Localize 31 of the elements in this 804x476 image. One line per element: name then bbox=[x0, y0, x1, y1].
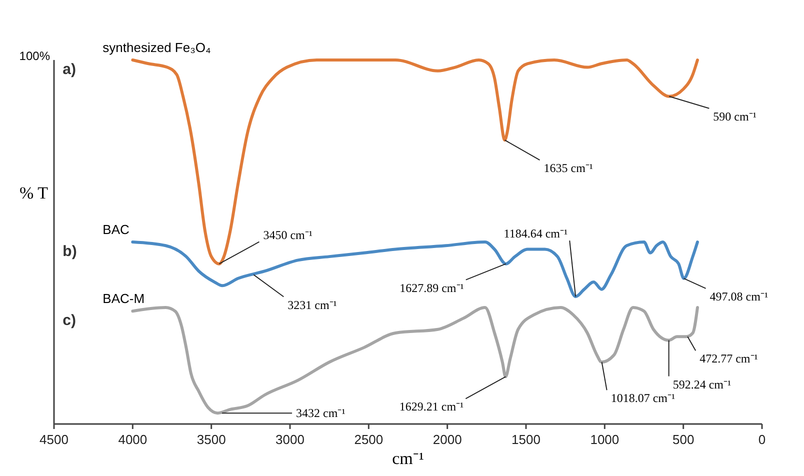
x-tick-label: 500 bbox=[672, 432, 694, 447]
annotation: 1629.21 cm⁻¹ bbox=[399, 400, 464, 414]
annotation: 1184.64 cm⁻¹ bbox=[504, 226, 568, 241]
series-label: synthesized Fe₃O₄ bbox=[102, 40, 211, 55]
series-label: BAC-M bbox=[102, 291, 145, 306]
x-tick-label: 0 bbox=[758, 432, 766, 447]
x-axis-title: cm⁻¹ bbox=[392, 449, 424, 468]
x-tick-label: 3500 bbox=[196, 432, 226, 447]
x-tick-label: 3000 bbox=[276, 432, 304, 447]
annotation: 1635 cm⁻¹ bbox=[544, 161, 594, 176]
x-tick-label: 4000 bbox=[118, 432, 148, 447]
annotation: 590 cm⁻¹ bbox=[713, 109, 757, 124]
annotation: a) bbox=[62, 61, 76, 78]
series-label: BAC bbox=[102, 222, 130, 237]
x-tick-label: 2000 bbox=[432, 432, 462, 447]
annotation: 3231 cm⁻¹ bbox=[288, 298, 338, 312]
annotation: b) bbox=[62, 243, 77, 260]
annotation: 592.24 cm⁻¹ bbox=[672, 377, 732, 392]
annotation: 472.77 cm⁻¹ bbox=[700, 352, 758, 366]
x-tick-label: 1500 bbox=[512, 432, 540, 447]
text: 100% bbox=[19, 49, 50, 63]
annotation: c) bbox=[62, 312, 76, 330]
y-axis-title: % T bbox=[20, 183, 49, 202]
x-tick-label: 4500 bbox=[40, 432, 68, 447]
annotation: 497.08 cm⁻¹ bbox=[710, 289, 768, 304]
annotation: 1018.07 cm⁻¹ bbox=[610, 391, 676, 406]
x-tick-label: 2500 bbox=[354, 432, 384, 447]
x-tick-label: 1000 bbox=[590, 432, 620, 447]
annotation: 3450 cm⁻¹ bbox=[263, 228, 313, 242]
annotation: 3432 cm⁻¹ bbox=[296, 406, 346, 420]
annotation: 1627.89 cm⁻¹ bbox=[400, 280, 464, 295]
